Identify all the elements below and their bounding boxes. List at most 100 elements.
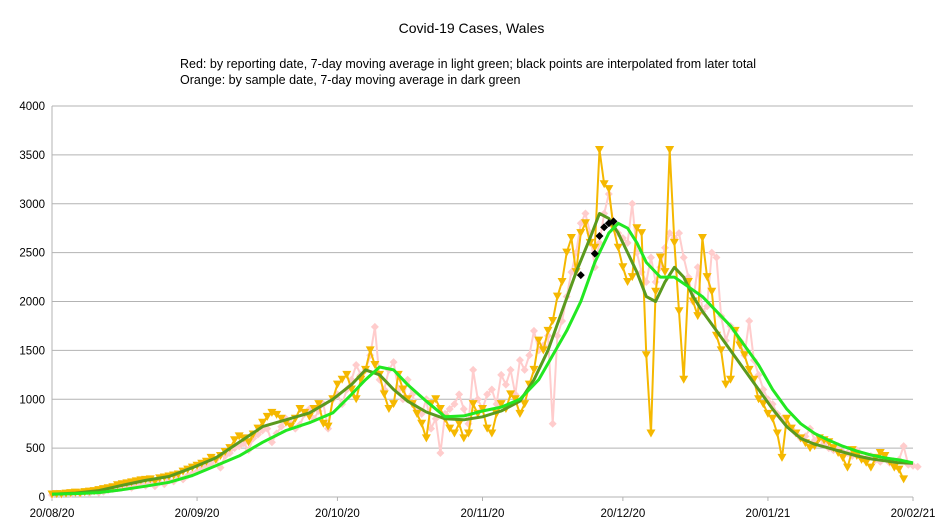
series-sample-point: [276, 414, 286, 423]
series-sample-point: [679, 375, 689, 384]
y-tick-label: 0: [39, 492, 45, 504]
series-sample-point: [646, 429, 656, 438]
series-sample-point: [332, 380, 342, 389]
series-reporting-point: [646, 253, 655, 262]
series-sample-point: [655, 253, 665, 262]
series-sample-point: [318, 419, 328, 428]
series-sample-point: [487, 429, 497, 438]
series-reporting-point: [520, 365, 529, 374]
series-reporting-point: [370, 322, 379, 331]
series-sample-point: [534, 336, 544, 345]
series-sample-point: [693, 312, 703, 321]
series-interpolated-point: [590, 249, 599, 258]
series-sample-point: [697, 233, 707, 242]
x-tick-label: 20/11/20: [461, 508, 505, 520]
series-reporting-point: [487, 385, 496, 394]
series-sample-point: [580, 219, 590, 228]
series-sample-point: [286, 422, 296, 431]
series-sample-point: [365, 346, 375, 355]
series-sample-point: [478, 405, 487, 414]
series-reporting-point: [445, 405, 454, 414]
series-sample-point: [435, 405, 445, 414]
series-sample-point: [515, 409, 525, 418]
series-reporting-point: [745, 317, 754, 326]
series-sample-point: [538, 346, 548, 355]
series-sample-point: [594, 145, 604, 154]
series-sample-point: [403, 395, 413, 404]
series-reporting-point: [679, 253, 688, 262]
series-sample-point: [496, 400, 506, 409]
series-reporting-point: [665, 229, 674, 238]
series-sample-point: [557, 277, 567, 286]
series-sample-point: [379, 390, 389, 399]
series-sample-point: [842, 463, 852, 472]
series-sample-point: [716, 346, 726, 355]
y-tick-label: 500: [26, 443, 45, 455]
series-sample-point: [660, 268, 670, 277]
series-reporting-point: [450, 400, 459, 409]
series-sample-point: [459, 434, 469, 443]
series-sample-point: [468, 400, 478, 409]
series-reporting-point: [675, 229, 684, 238]
x-tick-label: 20/08/20: [30, 508, 75, 520]
series-reporting-point: [436, 449, 445, 458]
series-sample-point: [805, 444, 815, 453]
series-sample-point: [627, 273, 637, 282]
series-reporting-point: [497, 370, 506, 379]
series-sample-point: [637, 229, 647, 238]
series-sample-point: [623, 277, 633, 286]
series-sample-point: [543, 326, 553, 335]
series-sample-point: [669, 238, 679, 247]
series-sample-point: [744, 365, 754, 374]
series-reporting-avg-line: [51, 221, 914, 496]
series-sample-point: [412, 409, 422, 418]
series-reporting-point: [459, 405, 468, 414]
series-reporting-point: [506, 365, 515, 374]
series-sample-point: [726, 375, 736, 384]
series-sample-point: [337, 375, 347, 384]
series-sample-point: [721, 380, 731, 389]
series-sample-point: [342, 370, 352, 379]
series-sample-point: [632, 224, 642, 233]
series-sample-point: [777, 453, 787, 462]
series-sample-point: [707, 287, 717, 296]
series-sample-point: [351, 395, 361, 404]
series-sample-point: [772, 429, 782, 438]
x-tick-label: 20/09/20: [175, 508, 220, 520]
series-sample-point: [782, 414, 792, 423]
y-tick-label: 3500: [19, 150, 45, 162]
x-tick-label: 20/10/20: [315, 508, 360, 520]
series-sample-point: [229, 436, 239, 445]
series-reporting-point: [352, 361, 361, 370]
y-tick-label: 3000: [19, 199, 45, 211]
series-sample-point: [866, 463, 876, 472]
series-sample-point: [599, 180, 609, 189]
series-reporting-point: [623, 238, 632, 247]
series-sample-point: [604, 185, 614, 194]
series-sample-point: [566, 233, 576, 242]
series-interpolated-point: [609, 217, 618, 226]
series-sample-point: [529, 365, 539, 374]
series-sample-point: [258, 418, 268, 427]
series-sample-point: [613, 243, 623, 252]
series-reporting-point: [899, 442, 908, 451]
series-reporting-point: [712, 253, 721, 262]
series-reporting-point: [483, 390, 492, 399]
series-reporting-point: [525, 351, 534, 360]
y-tick-label: 2000: [19, 297, 45, 309]
series-sample-point: [370, 361, 380, 370]
y-tick-label: 1000: [19, 394, 45, 406]
series-sample-point: [506, 390, 516, 399]
chart-subtitle-line-1: Red: by reporting date, 7-day moving ave…: [180, 57, 757, 71]
series-sample-point: [244, 438, 254, 447]
series-reporting-point: [427, 424, 436, 433]
series-reporting-point: [529, 326, 538, 335]
series-sample-point: [463, 429, 473, 438]
series-sample-avg-line: [51, 212, 914, 496]
series-sample-line: [51, 149, 905, 496]
series-reporting-point: [628, 199, 637, 208]
series-reporting-point: [501, 380, 510, 389]
series-sample-point: [398, 385, 408, 394]
